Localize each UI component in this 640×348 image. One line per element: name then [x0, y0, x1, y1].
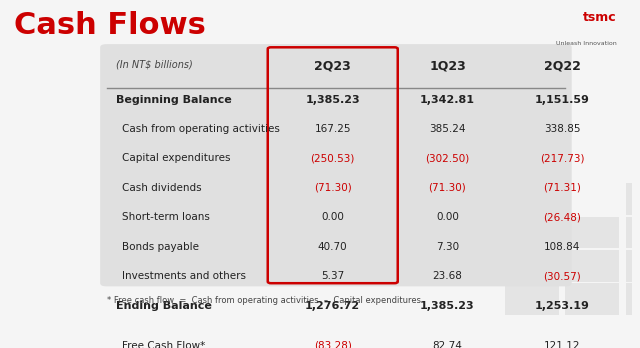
FancyBboxPatch shape [565, 283, 620, 315]
FancyBboxPatch shape [626, 183, 632, 215]
Text: 0.00: 0.00 [436, 212, 459, 222]
Text: 1,276.72: 1,276.72 [305, 301, 360, 311]
Text: 7.30: 7.30 [436, 242, 459, 252]
FancyBboxPatch shape [100, 44, 572, 286]
Text: (71.30): (71.30) [314, 183, 351, 193]
Text: 5.37: 5.37 [321, 271, 344, 281]
Text: 1,253.19: 1,253.19 [534, 301, 589, 311]
FancyBboxPatch shape [565, 250, 620, 282]
Text: Free Cash Flow*: Free Cash Flow* [122, 341, 205, 348]
Text: 2Q22: 2Q22 [544, 60, 580, 73]
Text: Cash from operating activities: Cash from operating activities [122, 124, 280, 134]
Text: (71.31): (71.31) [543, 183, 581, 193]
Text: 385.24: 385.24 [429, 124, 466, 134]
Text: 108.84: 108.84 [544, 242, 580, 252]
Text: 0.00: 0.00 [321, 212, 344, 222]
Text: Cash Flows: Cash Flows [14, 11, 206, 40]
Text: 338.85: 338.85 [544, 124, 580, 134]
Text: 1,385.23: 1,385.23 [305, 95, 360, 104]
Text: (30.57): (30.57) [543, 271, 581, 281]
Text: Capital expenditures: Capital expenditures [122, 153, 231, 164]
FancyBboxPatch shape [565, 217, 620, 248]
Text: Investments and others: Investments and others [122, 271, 246, 281]
Text: 40.70: 40.70 [318, 242, 348, 252]
Text: Bonds payable: Bonds payable [122, 242, 200, 252]
Text: 23.68: 23.68 [433, 271, 462, 281]
Text: 121.12: 121.12 [544, 341, 580, 348]
Text: 167.25: 167.25 [314, 124, 351, 134]
Text: tsmc: tsmc [582, 11, 616, 24]
FancyBboxPatch shape [626, 217, 632, 248]
Text: Short-term loans: Short-term loans [122, 212, 211, 222]
Text: Cash dividends: Cash dividends [122, 183, 202, 193]
Text: 1,342.81: 1,342.81 [420, 95, 475, 104]
FancyBboxPatch shape [505, 283, 559, 315]
Text: 1,385.23: 1,385.23 [420, 301, 475, 311]
Text: (217.73): (217.73) [540, 153, 584, 164]
Text: (250.53): (250.53) [310, 153, 355, 164]
FancyBboxPatch shape [626, 283, 632, 315]
Text: * Free cash flow  =  Cash from operating activities  –  Capital expenditures: * Free cash flow = Cash from operating a… [106, 296, 420, 305]
Text: Beginning Balance: Beginning Balance [116, 95, 232, 104]
Text: (302.50): (302.50) [426, 153, 470, 164]
Text: 1,151.59: 1,151.59 [534, 95, 589, 104]
Text: Unleash Innovation: Unleash Innovation [556, 41, 616, 46]
Text: (In NT$ billions): (In NT$ billions) [116, 60, 193, 70]
Text: (83.28): (83.28) [314, 341, 352, 348]
Text: 2Q23: 2Q23 [314, 60, 351, 73]
Text: (71.30): (71.30) [429, 183, 467, 193]
FancyBboxPatch shape [626, 250, 632, 282]
Text: 1Q23: 1Q23 [429, 60, 466, 73]
Text: Ending Balance: Ending Balance [116, 301, 212, 311]
Text: (26.48): (26.48) [543, 212, 581, 222]
Text: 82.74: 82.74 [433, 341, 462, 348]
